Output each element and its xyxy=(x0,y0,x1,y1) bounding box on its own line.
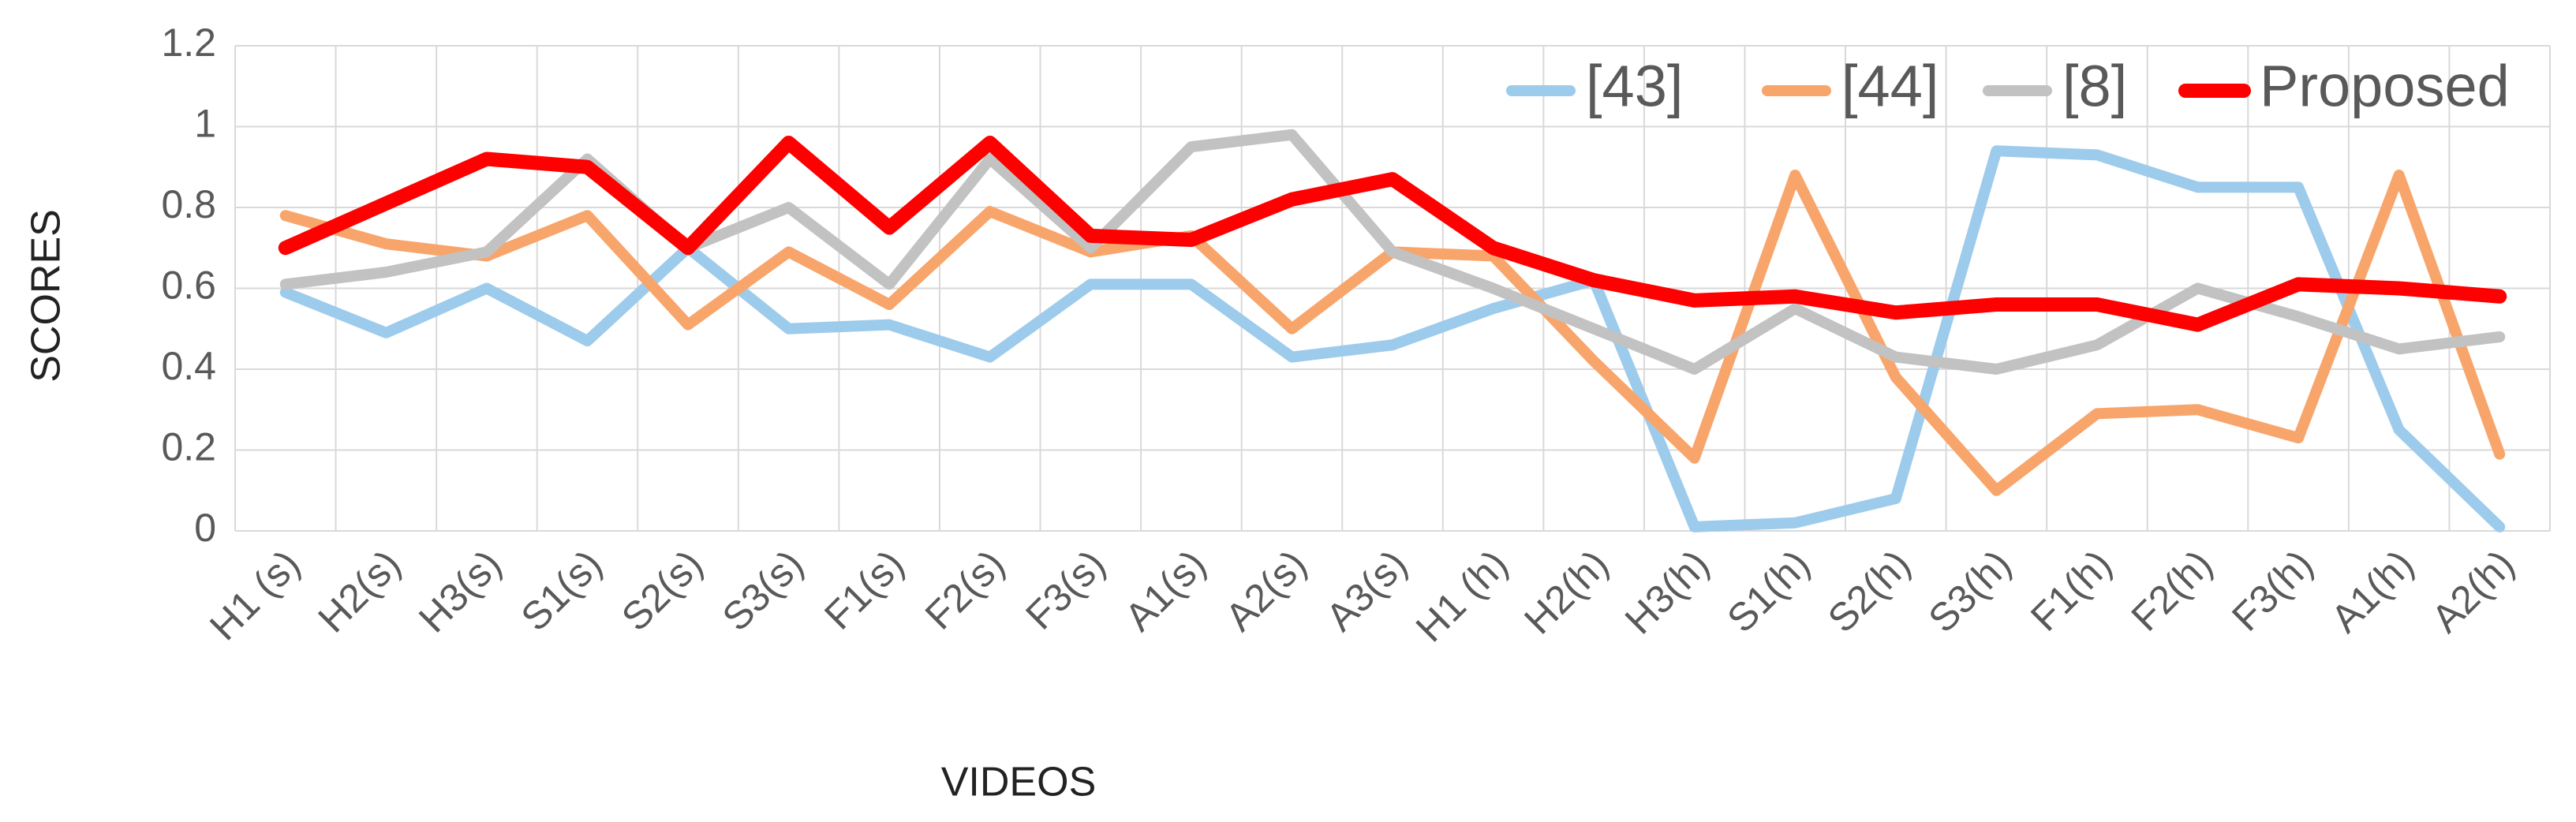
x-tick-label: S2(s) xyxy=(613,542,711,640)
series-line xyxy=(279,170,2506,496)
y-tick-label: 0.4 xyxy=(161,344,216,388)
legend-label: [44] xyxy=(1841,54,1939,119)
x-tick-label: H1 (s) xyxy=(201,542,308,649)
x-tick-label: A2(s) xyxy=(1217,542,1314,640)
x-tick-label: A2(h) xyxy=(2423,542,2522,641)
x-tick-label: F1(h) xyxy=(2022,542,2120,640)
y-tick-label: 1 xyxy=(194,102,216,146)
series-line xyxy=(279,145,2506,532)
y-tick-label: 0.6 xyxy=(161,263,216,308)
x-tick-label: F1(s) xyxy=(816,542,912,638)
legend-label: [8] xyxy=(2062,54,2127,119)
x-tick-label: H2(h) xyxy=(1516,542,1617,643)
x-tick-label: S1(h) xyxy=(1718,542,1818,641)
y-tick-label: 0.2 xyxy=(161,425,216,469)
x-tick-label: S1(s) xyxy=(513,542,611,640)
y-tick-label: 0.8 xyxy=(161,182,216,226)
legend-label: Proposed xyxy=(2260,54,2510,119)
x-tick-label: F2(s) xyxy=(917,542,1013,638)
x-tick-label: H3(s) xyxy=(410,542,510,641)
x-tick-label: A3(s) xyxy=(1318,542,1415,640)
y-tick-label: 1.2 xyxy=(161,21,216,65)
x-tick-label: F3(h) xyxy=(2223,542,2321,640)
x-tick-label: H3(h) xyxy=(1617,542,1718,643)
legend-label: [43] xyxy=(1586,54,1683,119)
y-axis-title: SCORES xyxy=(24,209,69,383)
x-tick-label: A1(h) xyxy=(2323,542,2422,641)
x-tick-label: F3(s) xyxy=(1017,542,1113,638)
x-tick-label: H2(s) xyxy=(309,542,409,641)
x-tick-label: A1(s) xyxy=(1116,542,1214,640)
y-tick-label: 0 xyxy=(194,506,216,550)
x-tick-label: S3(s) xyxy=(714,542,812,640)
x-tick-label: S3(h) xyxy=(1920,542,2019,641)
x-tick-label: F2(h) xyxy=(2123,542,2221,640)
x-axis-title: VIDEOS xyxy=(941,760,1097,805)
series-line xyxy=(278,136,2507,332)
x-tick-label: S2(h) xyxy=(1819,542,1919,641)
x-tick-label: H1 (h) xyxy=(1408,542,1516,651)
